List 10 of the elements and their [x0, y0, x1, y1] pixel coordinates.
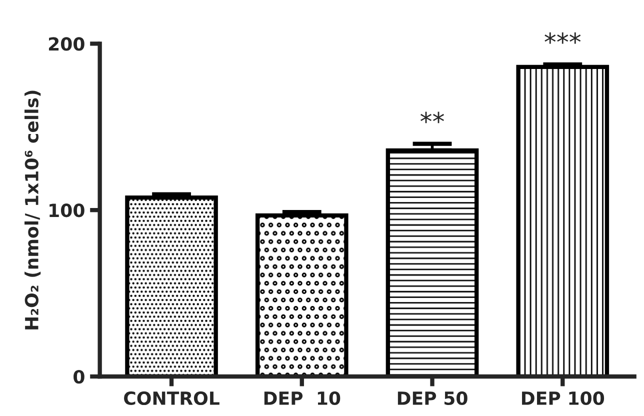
- x-tick-label: CONTROL: [124, 391, 220, 406]
- x-tick-label: DEP 100: [522, 391, 604, 406]
- y-tick-label: 0: [74, 370, 84, 384]
- y-tick-label: 100: [50, 204, 84, 218]
- x-tick-label: DEP 10: [264, 391, 340, 406]
- annotation: **: [420, 112, 444, 124]
- y-tick-label: 200: [48, 37, 84, 51]
- x-tick-label: DEP 50: [398, 391, 468, 406]
- annotation: ***: [544, 32, 581, 44]
- y-axis-title: H₂O₂ (nmol/ 1x10⁶ cells): [24, 90, 41, 330]
